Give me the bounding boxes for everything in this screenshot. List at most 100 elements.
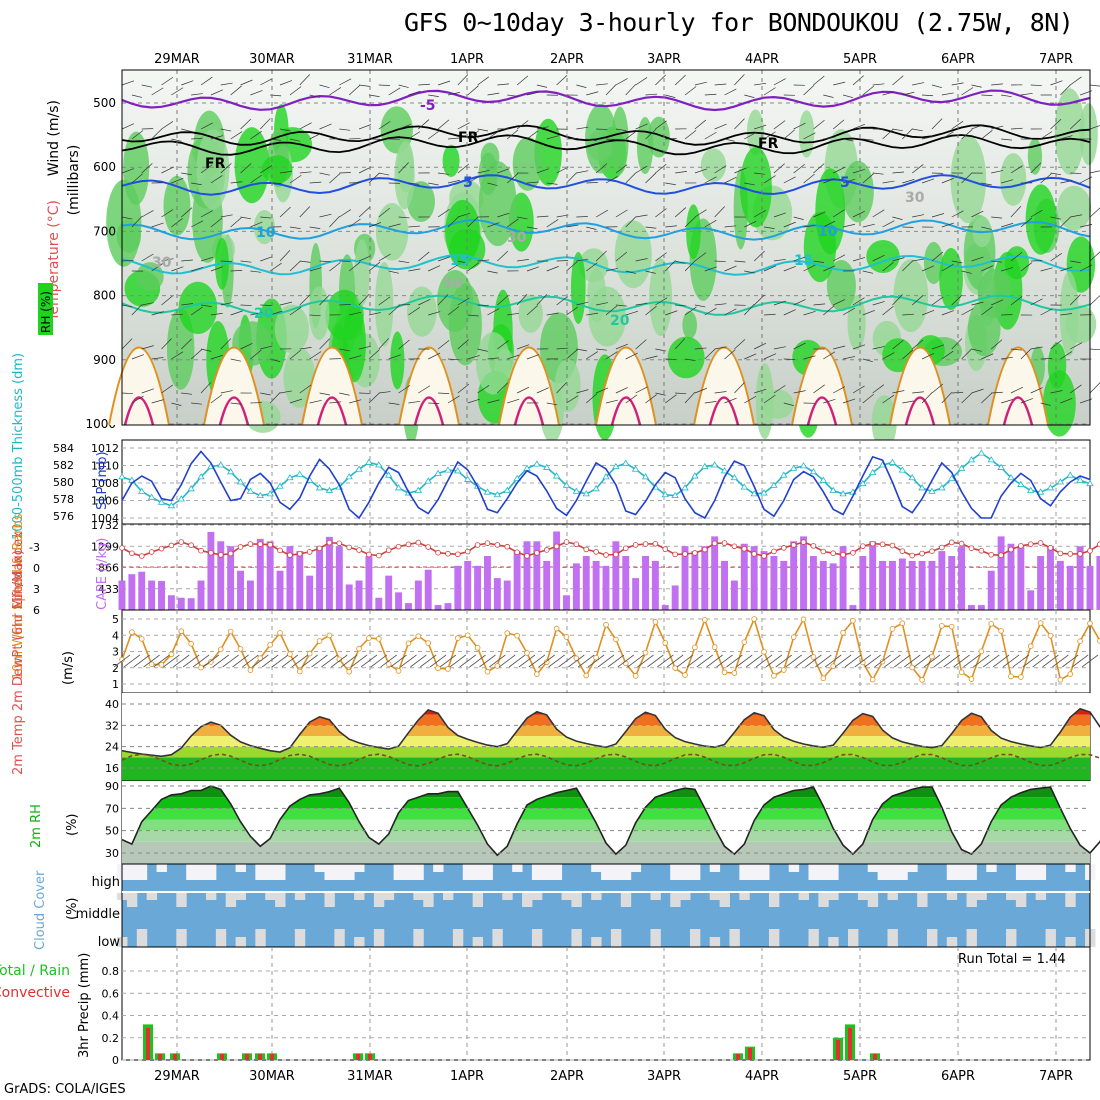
hot-contour: [413, 396, 445, 426]
upper-wind-barb: [250, 221, 263, 228]
upper-wind-barb: [1010, 127, 1023, 130]
thickness-point: [918, 484, 926, 491]
upper-wind-barb: [724, 349, 736, 360]
cloud-low-clear: [650, 929, 661, 947]
wind10m-barb: [340, 654, 358, 668]
upper-wind-barb: [803, 355, 816, 360]
upper-wind-barb: [299, 122, 312, 130]
upper-wind-barb: [200, 382, 212, 394]
upper-wind-barb: [813, 75, 825, 86]
wind10m-point: [148, 661, 155, 668]
upper-wind-barb: [477, 259, 490, 262]
upper-wind-barb: [862, 358, 873, 362]
upper-wind-barb: [487, 357, 500, 360]
upper-wind-barb: [665, 394, 677, 404]
rh-shade: [977, 268, 1012, 319]
thickness-point: [256, 491, 264, 498]
upper-wind-barb: [1040, 131, 1053, 140]
upper-wind-barb: [141, 84, 153, 88]
rh-shade: [375, 261, 394, 347]
precip-ylabel: 3hr Precip (mm): [77, 953, 92, 1058]
wind10m-point: [1077, 638, 1083, 644]
upper-wind-barb: [586, 91, 599, 96]
upper-wind-barb: [210, 89, 223, 96]
cape-bar: [681, 546, 689, 610]
cloud-middle-clear: [383, 893, 395, 900]
cloud-ylabel: Cloud Cover: [33, 870, 48, 950]
rh-shade: [682, 310, 697, 339]
upper-wind-barb: [1060, 180, 1073, 184]
thickness-point: [147, 493, 156, 500]
cloud-high-clear: [314, 864, 325, 872]
upper-wind-barb: [763, 353, 777, 360]
upper-wind-barb: [408, 306, 421, 316]
upper-wind-barb: [516, 294, 528, 306]
cape-bar: [750, 546, 758, 610]
wind10m-point: [889, 626, 896, 632]
upper-wind-barb: [1001, 267, 1014, 272]
wind10m-barb: [992, 654, 1010, 668]
upper-wind-barb: [783, 129, 795, 140]
upper-ylabel-wind: Wind (m/s): [46, 100, 62, 176]
cape-bar: [444, 603, 452, 610]
upper-wind-barb: [615, 251, 628, 262]
upper-wind-barb: [813, 163, 825, 174]
upper-wind-barb: [200, 304, 212, 307]
lifted-index-point: [425, 544, 432, 550]
upper-wind-barb: [852, 257, 866, 262]
wind10m-point: [198, 664, 204, 671]
upper-wind-barb: [991, 83, 1003, 86]
upper-wind-barb: [506, 173, 519, 184]
cloud-low-clear: [689, 929, 701, 947]
lifted-index-point: [751, 551, 757, 557]
upper-wind-barb: [833, 254, 846, 262]
upper-wind-barb: [842, 307, 855, 316]
upper-wind-barb: [289, 138, 301, 142]
upper-wind-barb: [793, 122, 806, 130]
wind10m-barb: [607, 654, 625, 668]
upper-wind-barb: [971, 256, 984, 262]
wind10m-barb: [123, 654, 141, 668]
wind10m-point: [850, 617, 856, 624]
rh-shade: [253, 210, 275, 245]
lifted-index-point: [652, 540, 659, 547]
upper-wind-barb: [447, 179, 460, 184]
upper-wind-barb: [398, 84, 409, 88]
rh-shade: [407, 286, 437, 337]
upper-wind-barb: [842, 138, 854, 142]
upper-wind-barb: [961, 172, 973, 184]
upper-wind-barb: [595, 163, 608, 174]
rh-shade: [274, 304, 309, 354]
wind10m-point: [1087, 620, 1093, 627]
upper-wind-barb: [655, 163, 667, 174]
wind10m-point: [553, 625, 560, 632]
rh-shade: [308, 286, 330, 340]
wind10m-barb: [933, 654, 951, 668]
upper-wind-barb: [734, 74, 745, 86]
lifted-index-tick-label: -3: [29, 541, 40, 554]
upper-wind-barb: [1050, 118, 1062, 130]
wind10m-point: [929, 653, 935, 660]
cape-bar: [997, 536, 1005, 610]
cloud-middle-clear: [650, 893, 661, 900]
upper-wind-barb: [734, 260, 746, 263]
cloud-low-clear: [176, 929, 187, 947]
cloud-high-clear: [788, 864, 800, 872]
upper-wind-barb: [892, 257, 905, 262]
lifted-index-point: [474, 542, 481, 548]
top-date-label: 31MAR: [347, 52, 393, 67]
upper-wind-barb: [339, 392, 350, 396]
temp2m-tick-label: 24: [105, 741, 119, 754]
upper-wind-barb: [398, 124, 411, 130]
upper-wind-barb: [447, 263, 460, 272]
upper-wind-barb: [922, 136, 935, 140]
cape-bar: [1096, 556, 1100, 610]
lifted-index-point: [771, 548, 777, 555]
upper-wind-barb: [684, 260, 696, 272]
upper-wind-barb: [694, 252, 707, 262]
upper-wind-barb: [921, 265, 935, 272]
upper-wind-barb: [931, 213, 945, 218]
upper-wind-barb: [161, 76, 174, 86]
upper-wind-barb: [368, 94, 380, 97]
cloud-middle-clear: [857, 893, 869, 900]
